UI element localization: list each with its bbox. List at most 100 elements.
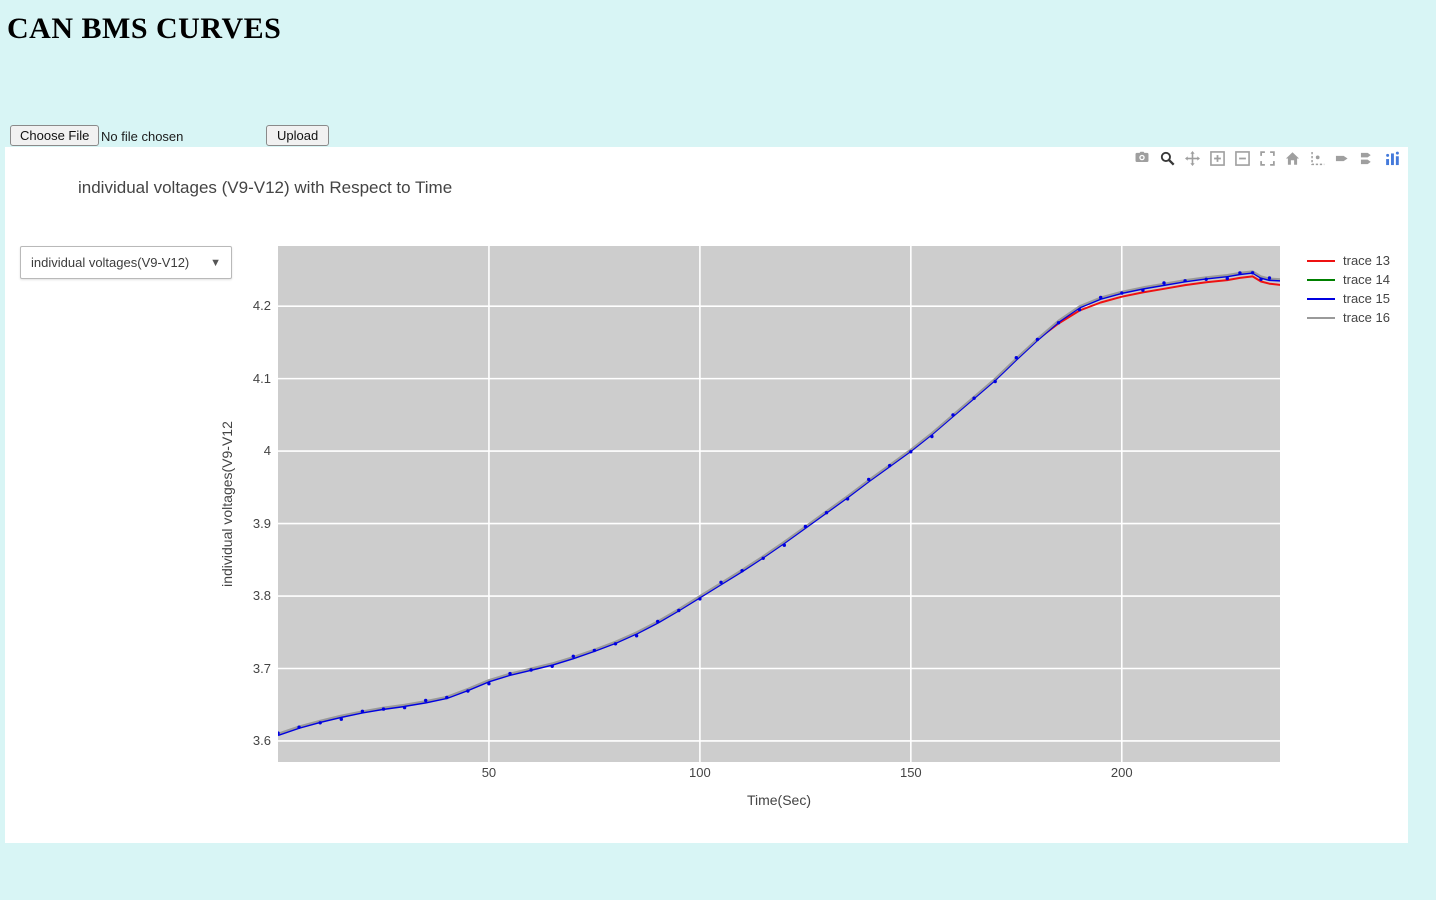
legend-label: trace 13 — [1343, 253, 1390, 268]
trace-marker — [634, 634, 639, 638]
trace-marker — [888, 463, 892, 468]
trace-marker — [1077, 308, 1082, 312]
trace-marker — [761, 556, 765, 560]
autoscale-icon[interactable] — [1259, 150, 1275, 166]
trace-marker — [930, 434, 934, 439]
legend-swatch — [1307, 278, 1335, 281]
compare-hover-icon[interactable] — [1359, 150, 1375, 166]
trace-marker — [550, 664, 554, 668]
trace-marker — [1267, 276, 1272, 280]
y-tick-label: 3.9 — [252, 515, 271, 531]
trace-marker — [339, 717, 343, 721]
x-tick-label: 200 — [1110, 765, 1133, 780]
trace-marker — [424, 698, 428, 703]
trace-marker — [508, 671, 512, 676]
trace-line-trace-15[interactable] — [278, 271, 1280, 737]
trace-marker — [867, 477, 871, 482]
page-title: CAN BMS CURVES — [7, 12, 282, 45]
chart-title: individual voltages (V9-V12) with Respec… — [78, 178, 453, 197]
zoom-in-icon[interactable] — [1209, 150, 1225, 166]
trace-marker — [845, 497, 850, 501]
trace-marker — [1238, 271, 1242, 275]
trace-marker — [360, 709, 365, 713]
legend-label: trace 16 — [1343, 310, 1390, 325]
trace-line-trace-13[interactable] — [278, 275, 1280, 736]
trace-marker — [487, 682, 491, 686]
trace-marker — [1162, 281, 1166, 285]
trace-marker — [445, 695, 449, 700]
chart-panel: individual voltages (V9-V12) with Respec… — [5, 147, 1408, 843]
trace-marker — [972, 396, 976, 400]
upload-controls: Choose File No file chosen Upload — [0, 124, 1436, 150]
legend-item[interactable]: trace 15 — [1307, 289, 1390, 308]
trace-marker — [677, 608, 681, 613]
y-tick-label: 3.7 — [252, 660, 271, 676]
trace-marker — [993, 379, 997, 384]
trace-marker — [1035, 337, 1040, 342]
x-tick-label: 50 — [481, 765, 497, 780]
legend: trace 13 trace 14 trace 15 trace 16 — [1307, 251, 1390, 327]
reset-axes-icon[interactable] — [1284, 150, 1300, 166]
plot-canvas[interactable] — [278, 246, 1280, 762]
upload-button[interactable]: Upload — [266, 125, 330, 146]
x-axis-ticks: 50 100 150 200 — [278, 765, 1280, 783]
trace-marker — [803, 524, 808, 529]
choose-file-button[interactable]: Choose File — [10, 125, 100, 146]
trace-marker — [613, 642, 618, 646]
y-tick-label: 4 — [263, 443, 271, 459]
plotly-modebar — [1134, 150, 1400, 166]
x-tick-label: 150 — [899, 765, 922, 780]
plot-area[interactable] — [278, 246, 1280, 762]
y-axis-title: individual voltages(V9-V12 — [219, 421, 235, 587]
trace-marker — [318, 721, 322, 725]
legend-swatch — [1307, 297, 1335, 300]
trace-marker — [740, 569, 744, 573]
trace-line-trace-14[interactable] — [278, 271, 1280, 736]
legend-label: trace 15 — [1343, 291, 1390, 306]
trace-marker — [278, 731, 280, 735]
legend-item[interactable]: trace 14 — [1307, 270, 1390, 289]
camera-icon[interactable] — [1134, 150, 1150, 166]
trace-marker — [782, 543, 786, 547]
trace-marker — [402, 705, 407, 710]
trace-marker — [1099, 295, 1103, 300]
trace-marker — [529, 668, 533, 672]
trace-marker — [571, 654, 575, 658]
y-tick-label: 4.1 — [252, 370, 271, 386]
legend-item[interactable]: trace 13 — [1307, 251, 1390, 270]
legend-label: trace 14 — [1343, 272, 1390, 287]
legend-item[interactable]: trace 16 — [1307, 308, 1390, 327]
trace-marker — [698, 597, 702, 601]
zoom-out-icon[interactable] — [1234, 150, 1250, 166]
trace-marker — [592, 648, 597, 653]
trace-line-trace-16[interactable] — [278, 270, 1280, 735]
x-axis-title: Time(Sec) — [746, 792, 812, 808]
trace-marker — [1056, 321, 1061, 325]
trace-marker — [656, 619, 660, 624]
toggle-spikelines-icon[interactable] — [1309, 150, 1325, 166]
trace-marker — [951, 413, 955, 417]
plotly-logo-icon[interactable] — [1384, 150, 1400, 166]
trace-marker — [381, 707, 386, 711]
legend-swatch — [1307, 316, 1335, 319]
trace-marker — [1204, 277, 1208, 281]
x-tick-label: 100 — [689, 765, 711, 780]
trace-marker — [1120, 291, 1124, 295]
pan-icon[interactable] — [1184, 150, 1200, 166]
trace-marker — [1183, 279, 1187, 283]
trace-marker — [1014, 356, 1018, 360]
y-tick-label: 3.6 — [252, 732, 271, 748]
y-axis-ticks: 3.6 3.7 3.8 3.9 4 4.1 4.2 — [5, 246, 271, 762]
trace-marker — [1259, 277, 1263, 281]
chevron-down-icon: ▼ — [210, 256, 221, 269]
zoom-icon[interactable] — [1159, 150, 1175, 166]
hover-closest-icon[interactable] — [1334, 150, 1350, 166]
trace-marker — [719, 580, 723, 584]
trace-marker — [909, 450, 913, 454]
dropdown-selected-label: individual voltages(V9-V12) — [31, 255, 190, 270]
legend-swatch — [1307, 259, 1335, 262]
trace-group-dropdown[interactable]: individual voltages(V9-V12) ▼ — [20, 246, 232, 279]
trace-marker — [1225, 276, 1229, 281]
trace-marker — [466, 689, 470, 693]
y-tick-label: 3.8 — [252, 588, 271, 604]
